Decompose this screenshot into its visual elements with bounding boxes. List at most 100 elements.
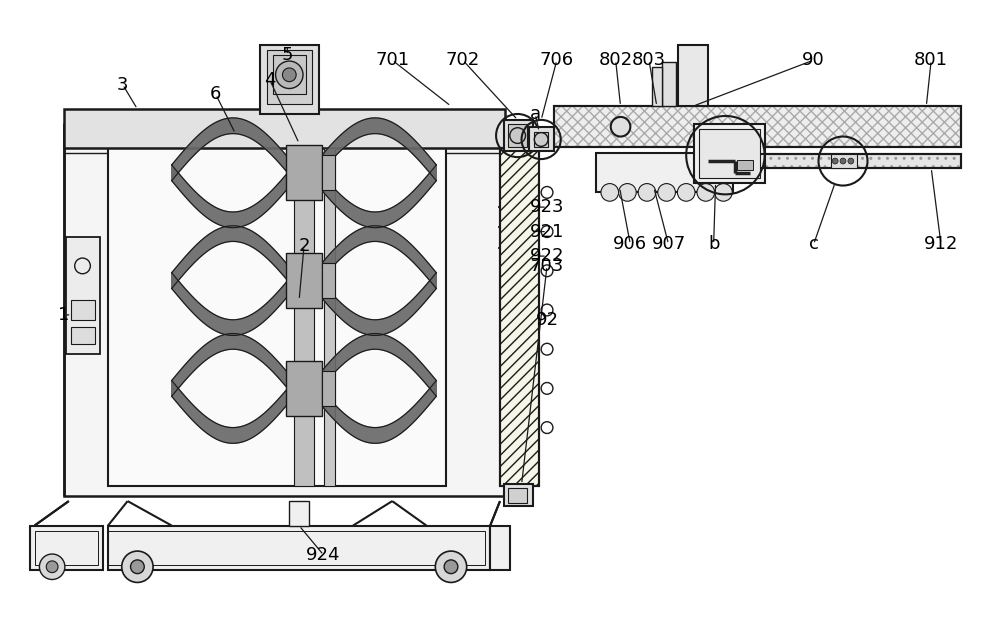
Bar	[108, 531, 485, 565]
Circle shape	[122, 551, 153, 582]
Polygon shape	[172, 334, 294, 396]
Bar	[108, 526, 490, 570]
Bar	[500, 148, 539, 487]
Bar	[71, 327, 95, 344]
Bar	[504, 120, 533, 151]
Text: c: c	[809, 236, 819, 254]
Circle shape	[39, 554, 65, 580]
Bar	[286, 253, 322, 308]
Bar	[30, 526, 103, 570]
Bar	[500, 148, 539, 487]
Text: 803: 803	[632, 51, 666, 69]
Polygon shape	[172, 165, 294, 228]
Circle shape	[601, 184, 619, 202]
Bar	[757, 154, 961, 168]
Bar	[322, 371, 335, 406]
Bar	[596, 153, 733, 192]
Text: 802: 802	[599, 51, 633, 69]
Bar	[678, 45, 708, 106]
Text: 6: 6	[210, 86, 221, 104]
Bar	[831, 154, 857, 168]
Bar	[286, 145, 322, 200]
Text: 906: 906	[613, 236, 647, 254]
Circle shape	[848, 158, 854, 164]
Circle shape	[697, 184, 715, 202]
Polygon shape	[172, 226, 294, 288]
Text: 90: 90	[802, 51, 825, 69]
Polygon shape	[314, 334, 436, 396]
Text: b: b	[708, 236, 719, 254]
Text: 912: 912	[924, 236, 958, 254]
Polygon shape	[314, 165, 436, 228]
Circle shape	[832, 158, 838, 164]
Circle shape	[638, 184, 656, 202]
Bar	[757, 154, 961, 168]
Text: 801: 801	[914, 51, 948, 69]
Polygon shape	[314, 118, 436, 180]
Bar	[699, 129, 760, 178]
Bar	[534, 131, 548, 148]
Text: 5: 5	[282, 46, 293, 64]
Bar	[66, 236, 100, 354]
Polygon shape	[172, 118, 294, 180]
Text: 907: 907	[651, 236, 686, 254]
Text: 923: 923	[530, 198, 564, 216]
Bar	[554, 106, 961, 148]
Polygon shape	[314, 381, 436, 443]
Text: 702: 702	[446, 51, 480, 69]
Bar	[490, 526, 510, 570]
Circle shape	[46, 561, 58, 573]
Polygon shape	[172, 381, 294, 443]
Text: 701: 701	[375, 51, 409, 69]
Polygon shape	[314, 273, 436, 335]
Polygon shape	[172, 273, 294, 335]
Circle shape	[619, 184, 636, 202]
Circle shape	[282, 68, 296, 82]
Circle shape	[677, 184, 695, 202]
Text: 1: 1	[58, 306, 70, 324]
Bar	[529, 126, 554, 151]
Circle shape	[840, 158, 846, 164]
Bar	[554, 106, 961, 148]
Text: 703: 703	[530, 257, 564, 275]
Bar	[508, 489, 527, 503]
Bar	[289, 501, 309, 526]
Text: 3: 3	[117, 76, 128, 94]
Bar	[508, 124, 527, 148]
Bar	[286, 361, 322, 416]
Bar	[273, 55, 306, 94]
Circle shape	[276, 61, 303, 89]
Circle shape	[715, 184, 732, 202]
Bar	[267, 50, 312, 104]
Bar	[322, 155, 335, 190]
Text: 92: 92	[536, 311, 559, 329]
Text: a: a	[530, 105, 541, 123]
Bar	[554, 106, 961, 148]
Text: 2: 2	[298, 237, 310, 255]
Bar	[504, 484, 533, 506]
Bar	[64, 124, 505, 496]
Bar	[322, 263, 335, 298]
Text: 921: 921	[530, 223, 564, 241]
Bar	[737, 160, 753, 170]
Text: 922: 922	[530, 247, 564, 265]
Bar	[108, 148, 446, 487]
Circle shape	[611, 117, 630, 136]
Polygon shape	[314, 226, 436, 288]
Text: 706: 706	[540, 51, 574, 69]
Bar	[71, 300, 95, 320]
Bar	[652, 67, 662, 106]
Bar	[34, 531, 98, 565]
Text: 924: 924	[306, 546, 341, 564]
Text: 4: 4	[264, 71, 275, 89]
Circle shape	[435, 551, 467, 582]
Bar	[662, 62, 676, 106]
Bar	[260, 45, 319, 114]
Bar	[324, 148, 335, 487]
Bar	[294, 148, 314, 487]
Circle shape	[658, 184, 675, 202]
Bar	[757, 154, 961, 168]
Bar	[694, 124, 765, 183]
Bar	[64, 109, 505, 148]
Circle shape	[131, 560, 144, 574]
